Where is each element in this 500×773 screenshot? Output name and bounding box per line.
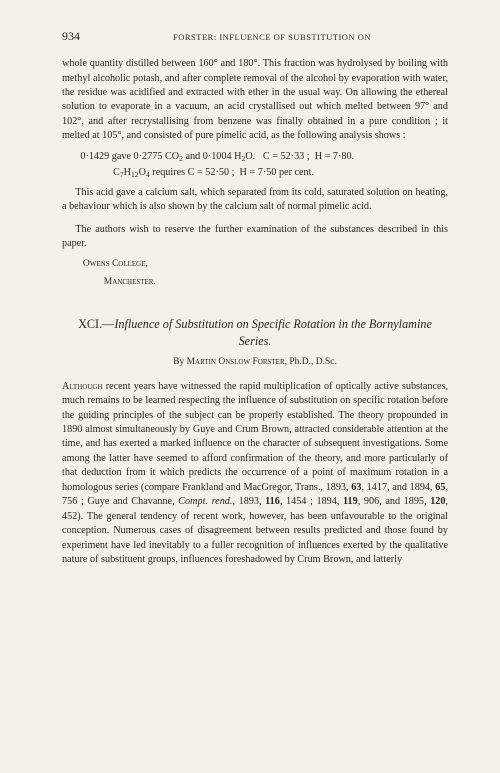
page-header: 934 FORSTER: INFLUENCE OF SUBSTITUTION O… bbox=[62, 28, 448, 45]
affiliation-city: Manchester. bbox=[104, 276, 448, 289]
paragraph-continuation: whole quantity distilled between 160° an… bbox=[62, 57, 448, 144]
article-body-p1: Although recent years have witnessed the… bbox=[62, 380, 448, 568]
article-title-text: Influence of Substitution on Specific Ro… bbox=[114, 317, 432, 347]
page-number: 934 bbox=[62, 28, 96, 45]
analysis-formula: 0·1429 gave 0·2775 CO2 and 0·1004 H2O. C… bbox=[80, 149, 448, 181]
author-name: Martin Onslow Forster bbox=[187, 357, 285, 367]
acknowledgement: The authors wish to reserve the further … bbox=[62, 223, 448, 252]
running-head: FORSTER: INFLUENCE OF SUBSTITUTION ON bbox=[96, 31, 448, 43]
article-byline: By Martin Onslow Forster, Ph.D., D.Sc. bbox=[62, 356, 448, 369]
formula-line1: 0·1429 gave 0·2775 CO2 and 0·1004 H2O. C… bbox=[80, 151, 354, 162]
affiliation-college: Owens College, bbox=[83, 258, 448, 271]
formula-line2: C7H12O4 requires C = 52·50 ; H = 7·50 pe… bbox=[113, 165, 314, 181]
article-number: XCI. bbox=[78, 317, 102, 331]
document-page: 934 FORSTER: INFLUENCE OF SUBSTITUTION O… bbox=[0, 0, 500, 773]
article-title: XCI.—Influence of Substitution on Specif… bbox=[62, 316, 448, 349]
paragraph-calcium-salt: This acid gave a calcium salt, which sep… bbox=[62, 186, 448, 215]
